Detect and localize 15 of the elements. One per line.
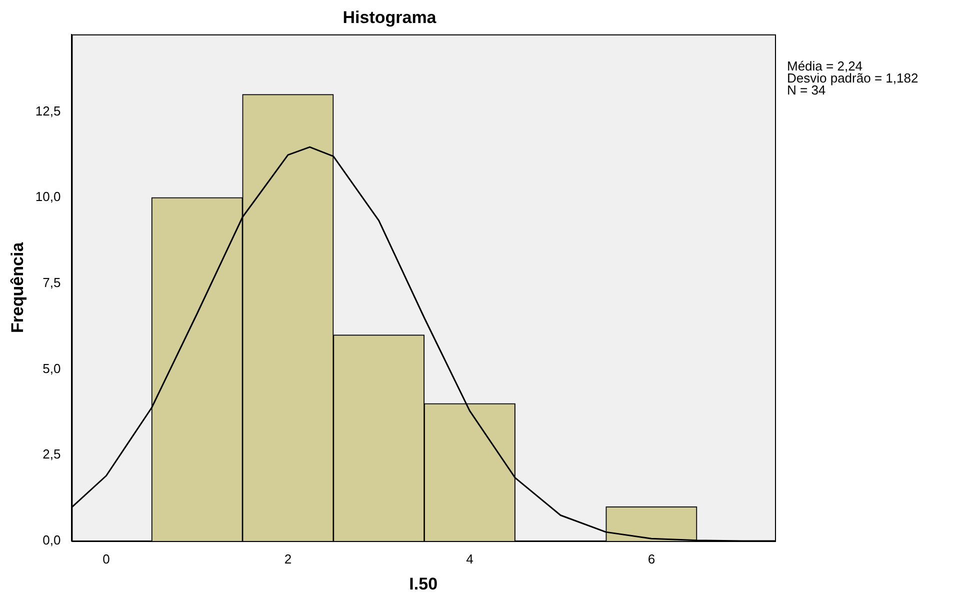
x-tick-label: 2 — [284, 551, 292, 566]
x-tick-label: 4 — [466, 551, 474, 566]
x-tick-label: 6 — [648, 551, 656, 566]
chart-title: Histograma — [342, 8, 437, 27]
text: N = 34 — [787, 82, 826, 98]
y-tick-label: 5,0 — [42, 360, 61, 376]
x-tick-label: 0 — [102, 551, 110, 566]
text: Média = 2,24 — [787, 58, 863, 74]
y-tick-label: 7,5 — [42, 274, 61, 290]
y-tick-label: 0,0 — [42, 532, 61, 548]
y-tick-label: 10,0 — [35, 189, 61, 204]
y-tick-label: 12,5 — [35, 103, 61, 118]
y-axis-title: Frequência — [8, 242, 27, 334]
x-axis-title: I.50 — [409, 574, 438, 594]
y-tick-label: 2,5 — [42, 446, 61, 462]
